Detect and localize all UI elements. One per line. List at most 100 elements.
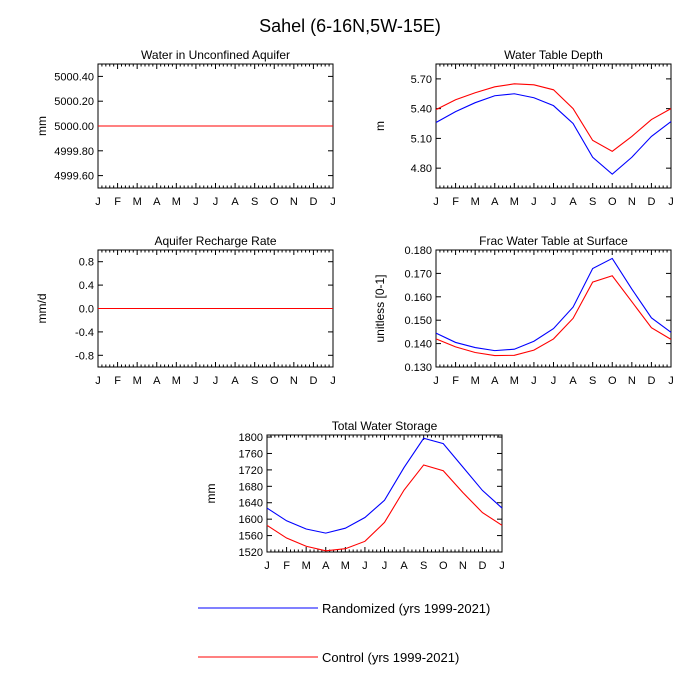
x-tick-label: A [231, 196, 239, 208]
x-tick-label: S [251, 196, 258, 208]
x-tick-label: M [172, 196, 181, 208]
legend: Randomized (yrs 1999-2021) Control (yrs … [198, 601, 490, 665]
x-tick-label: A [569, 196, 577, 208]
y-axis-label: mm [35, 116, 49, 136]
x-tick-label: J [193, 375, 199, 387]
x-tick-label: J [433, 375, 439, 387]
x-tick-label: M [471, 375, 480, 387]
figure-title: Sahel (6-16N,5W-15E) [259, 16, 441, 36]
x-tick-label: N [459, 560, 467, 572]
x-tick-label: O [608, 196, 617, 208]
x-tick-label: D [309, 375, 317, 387]
y-axis-label: m [373, 121, 387, 131]
x-tick-label: D [478, 560, 486, 572]
x-tick-label: F [452, 375, 459, 387]
x-tick-label: A [400, 560, 408, 572]
x-tick-label: M [172, 375, 181, 387]
y-tick-label: 5000.00 [54, 121, 94, 133]
y-tick-label: 0.0 [79, 304, 94, 316]
x-tick-label: J [668, 375, 674, 387]
x-tick-label: J [213, 375, 219, 387]
x-tick-label: J [551, 375, 557, 387]
y-tick-label: 1680 [239, 481, 263, 493]
x-tick-label: M [510, 196, 519, 208]
y-tick-label: 1760 [239, 448, 263, 460]
legend-label-control: Control (yrs 1999-2021) [322, 650, 459, 665]
y-tick-label: 0.8 [79, 257, 94, 269]
x-tick-label: O [270, 375, 279, 387]
x-tick-label: N [628, 375, 636, 387]
plot-frame [435, 249, 672, 368]
x-tick-label: M [510, 375, 519, 387]
x-tick-label: J [330, 375, 336, 387]
legend-label-randomized: Randomized (yrs 1999-2021) [322, 601, 490, 616]
x-tick-label: J [531, 375, 537, 387]
y-tick-label: 1520 [239, 547, 263, 559]
x-tick-label: S [420, 560, 427, 572]
x-tick-label: A [569, 375, 577, 387]
chart-panel-4: Frac Water Table at Surface unitless [0-1… [373, 234, 674, 387]
x-tick-label: F [283, 560, 290, 572]
y-tick-label: 0.160 [404, 292, 432, 304]
x-tick-label: M [471, 196, 480, 208]
x-tick-label: J [362, 560, 368, 572]
x-tick-label: A [491, 375, 499, 387]
x-tick-label: D [309, 196, 317, 208]
series-line-control [435, 83, 672, 152]
x-tick-label: J [668, 196, 674, 208]
x-tick-label: O [270, 196, 279, 208]
y-tick-label: 0.150 [404, 315, 432, 327]
x-tick-label: A [153, 196, 161, 208]
x-tick-label: J [551, 196, 557, 208]
y-tick-label: 4999.60 [54, 171, 94, 183]
chart-title: Frac Water Table at Surface [479, 234, 628, 248]
y-tick-label: 1560 [239, 531, 263, 543]
x-tick-label: M [302, 560, 311, 572]
x-tick-label: J [330, 196, 336, 208]
plot-frame [435, 63, 672, 189]
x-tick-label: A [322, 560, 330, 572]
y-tick-label: -0.4 [75, 327, 94, 339]
plot-frame [266, 434, 503, 553]
x-tick-label: O [608, 375, 617, 387]
x-tick-label: F [452, 196, 459, 208]
x-tick-label: S [589, 196, 596, 208]
y-tick-label: 0.140 [404, 339, 432, 351]
y-axis-label: mm [204, 484, 218, 504]
y-tick-label: 1720 [239, 465, 263, 477]
x-tick-label: J [193, 196, 199, 208]
x-tick-label: M [341, 560, 350, 572]
series-line-randomized [435, 93, 672, 175]
y-tick-label: 5.70 [411, 74, 432, 86]
y-tick-label: -0.8 [75, 350, 94, 362]
y-tick-label: 4.80 [411, 163, 432, 175]
x-tick-label: D [647, 196, 655, 208]
y-tick-label: 5000.20 [54, 96, 94, 108]
x-tick-label: M [133, 375, 142, 387]
y-tick-label: 0.130 [404, 362, 432, 374]
y-axis-label: mm/d [35, 294, 49, 324]
x-tick-label: J [264, 560, 270, 572]
x-tick-label: J [213, 196, 219, 208]
y-tick-label: 1800 [239, 432, 263, 444]
x-tick-label: O [439, 560, 448, 572]
series-line-randomized [435, 257, 672, 352]
chart-title: Water Table Depth [504, 48, 603, 62]
y-tick-label: 5.40 [411, 104, 432, 116]
x-tick-label: S [251, 375, 258, 387]
y-axis-label: unitless [0-1] [373, 274, 387, 342]
x-tick-label: A [491, 196, 499, 208]
y-tick-label: 5000.40 [54, 71, 94, 83]
y-tick-label: 1640 [239, 498, 263, 510]
x-tick-label: J [95, 196, 101, 208]
x-tick-label: F [114, 196, 121, 208]
x-tick-label: J [499, 560, 505, 572]
series-line-control [435, 275, 672, 357]
y-tick-label: 5.10 [411, 133, 432, 145]
y-tick-label: 0.4 [79, 280, 94, 292]
